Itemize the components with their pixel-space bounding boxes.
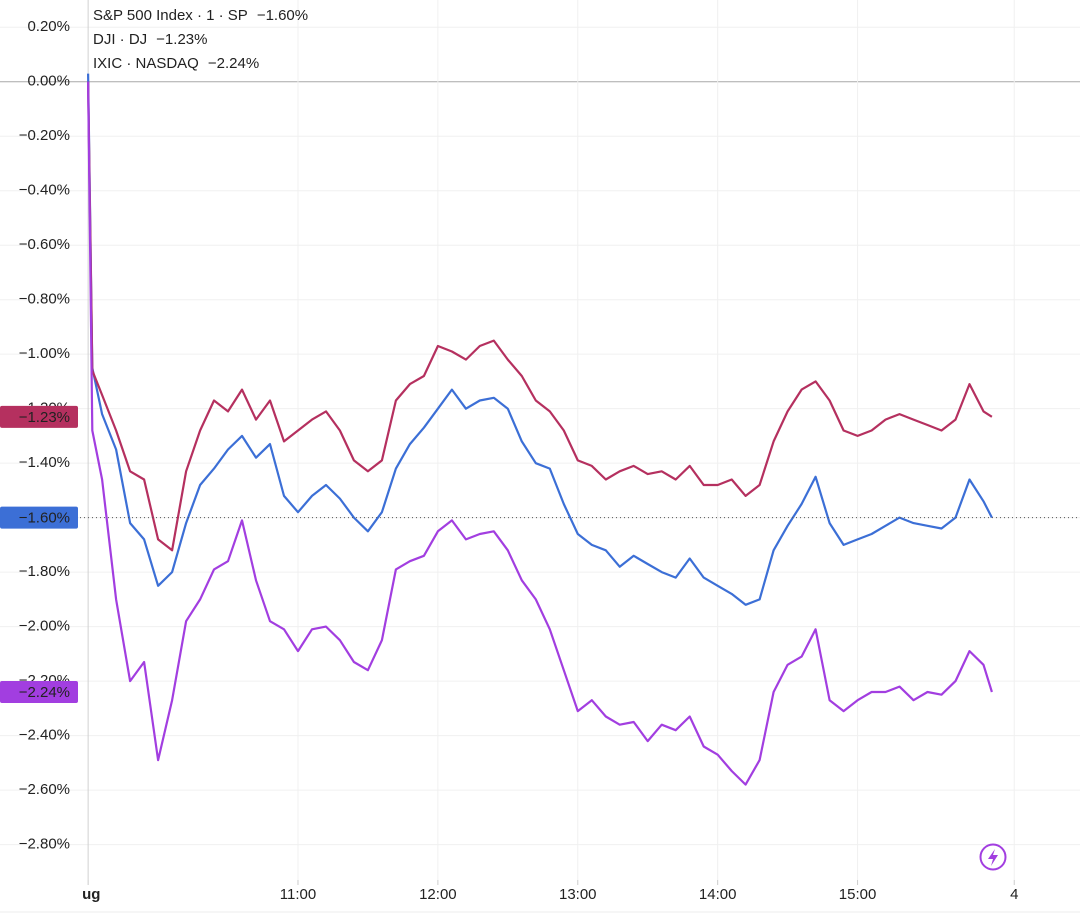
value-badge-label: −1.60% xyxy=(19,510,70,527)
x-tick-label: 13:00 xyxy=(559,886,597,903)
value-badge xyxy=(0,405,78,428)
y-tick-label: −1.80% xyxy=(19,563,70,580)
legend-name: DJI · DJ xyxy=(93,31,147,48)
lightning-icon[interactable] xyxy=(979,843,1007,871)
x-tick-label: 15:00 xyxy=(839,886,877,903)
series-line xyxy=(87,81,993,552)
y-tick-label: −2.00% xyxy=(19,618,70,635)
x-tick-label: 11:00 xyxy=(280,886,316,903)
y-tick-label: −2.80% xyxy=(19,836,70,853)
y-tick-label: −0.40% xyxy=(19,182,70,199)
value-badge xyxy=(0,506,78,529)
y-tick-label: −1.00% xyxy=(19,345,70,362)
value-badge-label: −1.23% xyxy=(19,409,70,426)
x-tick-label: ug xyxy=(82,886,100,903)
y-tick-label: 0.00% xyxy=(27,73,70,90)
legend-value: −2.24% xyxy=(208,55,259,72)
value-badge-label: −2.24% xyxy=(19,684,70,701)
y-tick-label: 0.20% xyxy=(27,18,70,35)
legend-value: −1.23% xyxy=(156,31,207,48)
y-tick-label: −0.60% xyxy=(19,236,70,253)
series-line xyxy=(87,81,993,786)
x-tick-label: 14:00 xyxy=(699,886,737,903)
value-badge xyxy=(0,681,78,704)
plot xyxy=(87,73,993,786)
legend-name: S&P 500 Index · 1 · SP xyxy=(93,7,248,24)
y-tick-label: −2.60% xyxy=(19,781,70,798)
y-tick-label: −0.20% xyxy=(19,127,70,144)
y-tick-label: −1.40% xyxy=(19,454,70,471)
series-line xyxy=(87,73,993,606)
y-tick-label: −2.40% xyxy=(19,727,70,744)
x-tick-label: 4 xyxy=(1010,886,1018,903)
legend-value: −1.60% xyxy=(257,7,308,24)
legend-name: IXIC · NASDAQ xyxy=(93,55,199,72)
y-tick-label: −0.80% xyxy=(19,291,70,308)
x-tick-label: 12:00 xyxy=(419,886,457,903)
overlay: −1.60% S&P 500 Index · 1 · SP −1.60% −1.23%… xyxy=(0,7,1080,704)
